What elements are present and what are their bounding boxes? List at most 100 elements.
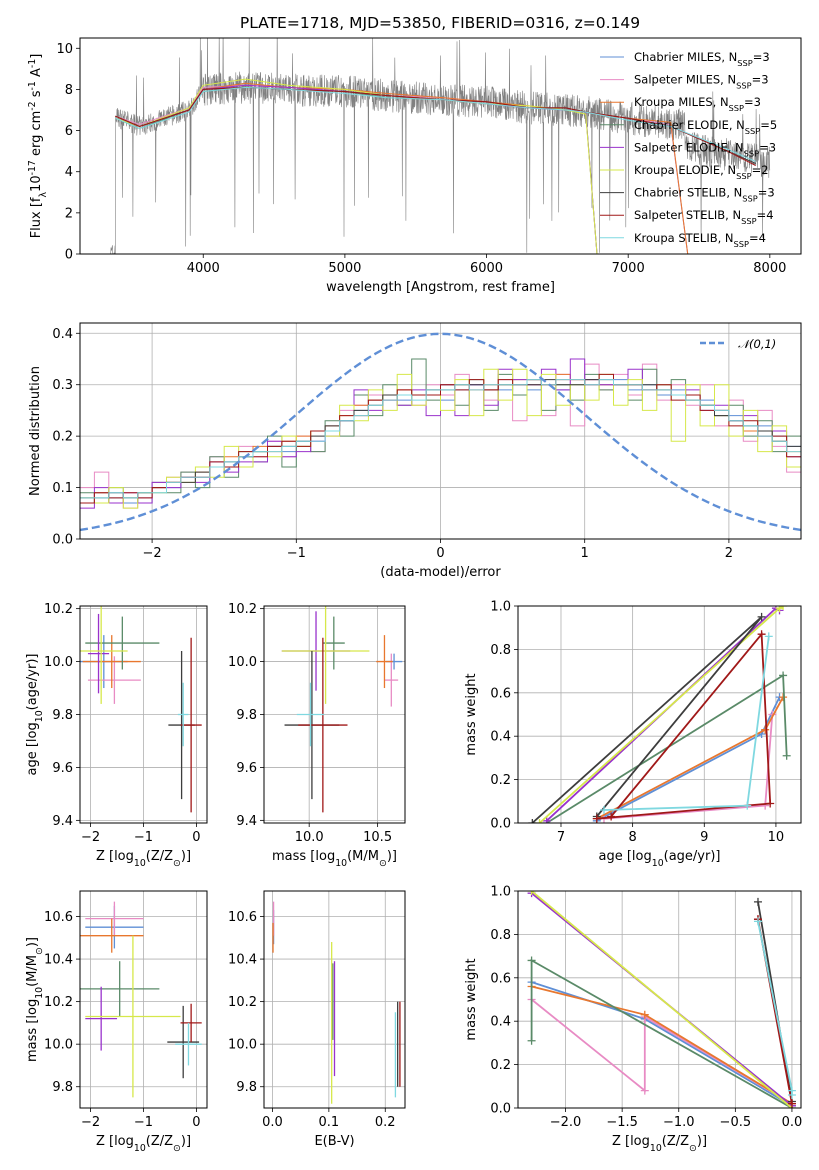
histogram-step-8	[80, 379, 801, 499]
x-tick-label: 10.0	[295, 830, 324, 845]
x-axis-label: wavelength [Angstrom, rest frame]	[326, 280, 555, 295]
axes-weight-vs-age: 7 8 9 10 0.0 0.2 0.4 0.6 0.8 1.0 age [log10(age/yr…	[464, 600, 802, 869]
y-tick-label: 1.0	[490, 600, 511, 615]
y-tick-label: 10.6	[228, 910, 257, 925]
plot-area-age-vs-mass	[281, 606, 403, 813]
marker	[757, 630, 766, 639]
x-axis-label: Z [log10(Z/Z⊙)]	[612, 1134, 707, 1154]
y-tick-label: 9.8	[236, 1080, 257, 1095]
axes-frame	[79, 605, 208, 824]
y-tick-label: 0.0	[490, 817, 511, 832]
marker	[775, 606, 784, 613]
axes-frame	[79, 37, 802, 255]
y-axis-label: age [log10(age/yr)]	[25, 654, 45, 776]
x-tick-label: −1	[134, 830, 153, 845]
y-tick-label: 10.0	[44, 1038, 73, 1053]
y-tick-label: 9.8	[52, 708, 73, 723]
marker	[753, 917, 762, 926]
x-tick-label: −1.5	[606, 1115, 638, 1130]
marker	[779, 606, 788, 610]
x-tick-label: 0.2	[375, 1115, 396, 1130]
axes-spectrum: 4000 5000 6000 7000 8000 0 2 4 6 8 10 wavelength [A…	[27, 37, 802, 295]
y-tick-label: 0.2	[52, 430, 73, 445]
axes-age-vs-Z: −2 −1 0 9.4 9.6 9.8 10.0 10.2 Z [log10(Z/Z⊙)] age…	[25, 602, 208, 869]
x-tick-label: 0	[192, 830, 200, 845]
marker	[787, 1090, 796, 1099]
x-tick-label: 10.5	[363, 830, 392, 845]
plot-area-age-vs-Z	[80, 606, 202, 813]
y-tick-label: 0.2	[490, 773, 511, 788]
weight-line-7	[596, 631, 772, 820]
y-axis-label: Flux [fλ10-17 erg cm-2 s-1 A-1]	[27, 54, 49, 239]
y-tick-label: 0.6	[490, 971, 511, 986]
x-tick-label: −1	[287, 546, 306, 561]
marker	[761, 801, 770, 810]
marker	[542, 816, 551, 823]
marker	[527, 1036, 536, 1045]
y-tick-label: 0.8	[490, 928, 511, 943]
x-tick-label: −2	[81, 830, 100, 845]
legend: 𝒩(0,1)	[700, 337, 776, 351]
plot-area-mass-vs-Z	[80, 901, 202, 1098]
x-axis-label: Z [log10(Z/Z⊙)]	[96, 849, 191, 869]
y-tick-label: 10.4	[44, 953, 73, 968]
marker	[757, 612, 766, 621]
x-tick-label: 8000	[753, 261, 786, 276]
marker	[640, 1086, 649, 1095]
histogram-step-4	[80, 358, 801, 509]
y-tick-label: 0.2	[490, 1058, 511, 1073]
x-tick-label: 0.0	[262, 1115, 283, 1130]
y-axis-label: mass weight	[464, 673, 479, 755]
legend-label: Salpeter MILES, NSSP=3	[634, 73, 769, 91]
x-tick-label: 4000	[187, 261, 220, 276]
marker	[528, 819, 537, 823]
x-tick-label: 9	[700, 830, 708, 845]
legend-label: Kroupa ELODIE, NSSP=2	[634, 163, 769, 181]
plot-area-residuals	[80, 332, 801, 532]
axes-frame	[79, 322, 802, 540]
histogram-step-2	[80, 373, 801, 504]
axes-mass-vs-Z: −2 −1 0 9.8 10.0 10.2 10.4 10.6 Z [log10(Z/Z⊙)] m…	[25, 890, 208, 1154]
y-tick-label: 10.2	[228, 995, 257, 1010]
marker	[527, 891, 536, 895]
x-tick-label: 7	[557, 830, 565, 845]
x-tick-label: 5000	[328, 261, 361, 276]
axes-weight-vs-Z: −2.0 −1.5 −1.0 −0.5 0.0 0.0 0.2 0.4 0.6 0.8 1.0 Z […	[464, 885, 802, 1154]
legend-label: 𝒩(0,1)	[738, 337, 776, 351]
legend-label: Salpeter STELIB, NSSP=4	[634, 208, 774, 226]
y-tick-label: 9.4	[52, 814, 73, 829]
marker	[592, 814, 601, 823]
figure-title: PLATE=1718, MJD=53850, FIBERID=0316, z=0…	[240, 14, 640, 32]
legend-label: Chabrier STELIB, NSSP=3	[634, 186, 775, 204]
legend: Chabrier MILES, NSSP=3 Salpeter MILES, NS…	[600, 50, 777, 249]
axes-frame	[263, 605, 406, 824]
y-tick-label: 9.8	[52, 1080, 73, 1095]
marker	[782, 751, 791, 760]
model-spectrum-line-8	[115, 86, 756, 162]
marker	[640, 1010, 649, 1019]
marker	[761, 725, 770, 734]
y-tick-label: 10.2	[44, 602, 73, 617]
x-tick-label: −1	[134, 1115, 153, 1130]
plot-area-mass-vs-EBV	[272, 901, 401, 1104]
marker	[779, 671, 788, 680]
x-axis-label: E(B-V)	[314, 1134, 354, 1149]
y-tick-label: 9.6	[236, 761, 257, 776]
axes-age-vs-mass: 10.0 10.5 9.4 9.6 9.8 10.0 10.2 mass [log10(M/M…	[228, 602, 406, 869]
y-tick-label: 10.2	[228, 602, 257, 617]
axes-frame	[79, 890, 208, 1109]
x-tick-label: 2	[725, 546, 733, 561]
marker	[535, 819, 544, 823]
y-tick-label: 10.0	[228, 1038, 257, 1053]
marker	[787, 1099, 796, 1108]
marker	[599, 805, 608, 814]
x-tick-label: 8	[628, 830, 636, 845]
x-tick-label: 0	[192, 1115, 200, 1130]
legend-label: Salpeter ELODIE, NSSP=3	[634, 140, 776, 158]
plot-area-weight-vs-age	[528, 606, 791, 823]
x-axis-label: Z [log10(Z/Z⊙)]	[96, 1134, 191, 1154]
x-tick-label: 10	[768, 830, 785, 845]
legend-label: Chabrier MILES, NSSP=3	[634, 50, 770, 68]
y-tick-label: 10.2	[44, 995, 73, 1010]
x-axis-label: mass [log10(M/M⊙)]	[272, 849, 397, 869]
